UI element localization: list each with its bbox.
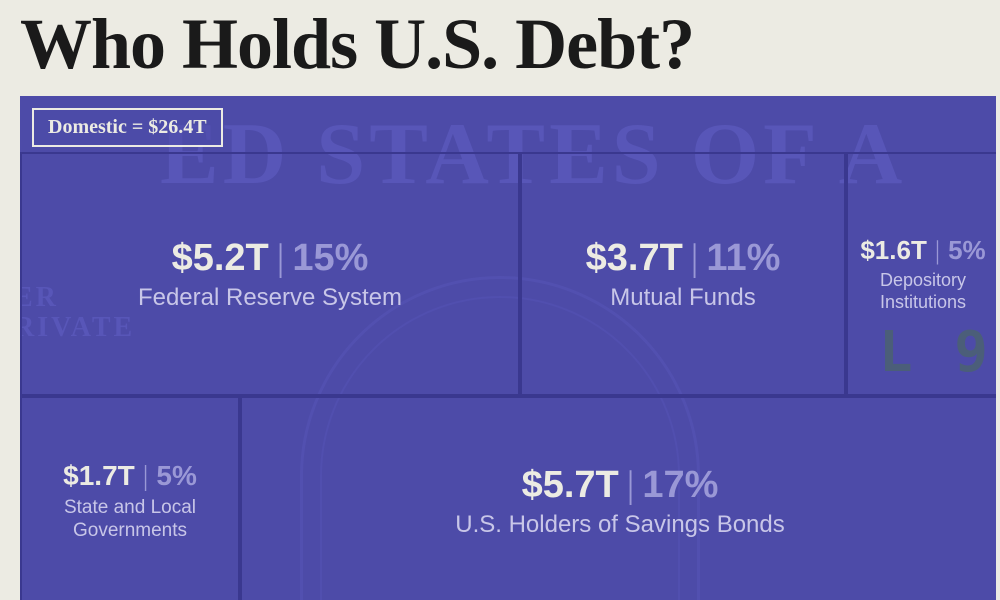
tile-divider: | xyxy=(135,461,157,492)
tile-federal-reserve: $5.2T|15% Federal Reserve System xyxy=(20,152,520,396)
tile-label: Depository Institutions xyxy=(856,270,990,313)
domestic-badge: Domestic = $26.4T xyxy=(32,108,223,147)
tile-divider: | xyxy=(927,236,948,265)
tile-amount: $1.6T xyxy=(860,235,927,265)
tile-amount: $3.7T xyxy=(586,237,683,279)
tile-amount: $5.2T xyxy=(172,237,269,279)
tile-label: U.S. Holders of Savings Bonds xyxy=(455,511,785,540)
treemap-container: ED STATES OF A ER RIVATE L 9 Domestic = … xyxy=(20,96,996,600)
tile-mutual-funds: $3.7T|11% Mutual Funds xyxy=(520,152,846,396)
page-title: Who Holds U.S. Debt? xyxy=(0,0,1000,88)
tile-pct: 15% xyxy=(292,237,368,279)
tile-divider: | xyxy=(683,237,707,279)
tile-state-local: $1.7T|5% State and Local Governments xyxy=(20,396,240,600)
tile-depository: $1.6T|5% Depository Institutions xyxy=(846,152,996,396)
tile-pct: 11% xyxy=(706,237,780,279)
tile-label: State and Local Governments xyxy=(30,497,230,543)
tile-amount: $5.7T xyxy=(522,464,619,506)
tile-savings-bonds: $5.7T|17% U.S. Holders of Savings Bonds xyxy=(240,396,996,600)
tile-divider: | xyxy=(619,464,643,506)
tile-pct: 5% xyxy=(156,460,196,491)
tile-amount: $1.7T xyxy=(63,460,135,491)
tile-pct: 17% xyxy=(642,464,718,506)
tile-label: Federal Reserve System xyxy=(138,284,402,313)
tile-pct: 5% xyxy=(948,235,986,265)
tile-divider: | xyxy=(269,237,293,279)
tile-label: Mutual Funds xyxy=(610,284,755,313)
